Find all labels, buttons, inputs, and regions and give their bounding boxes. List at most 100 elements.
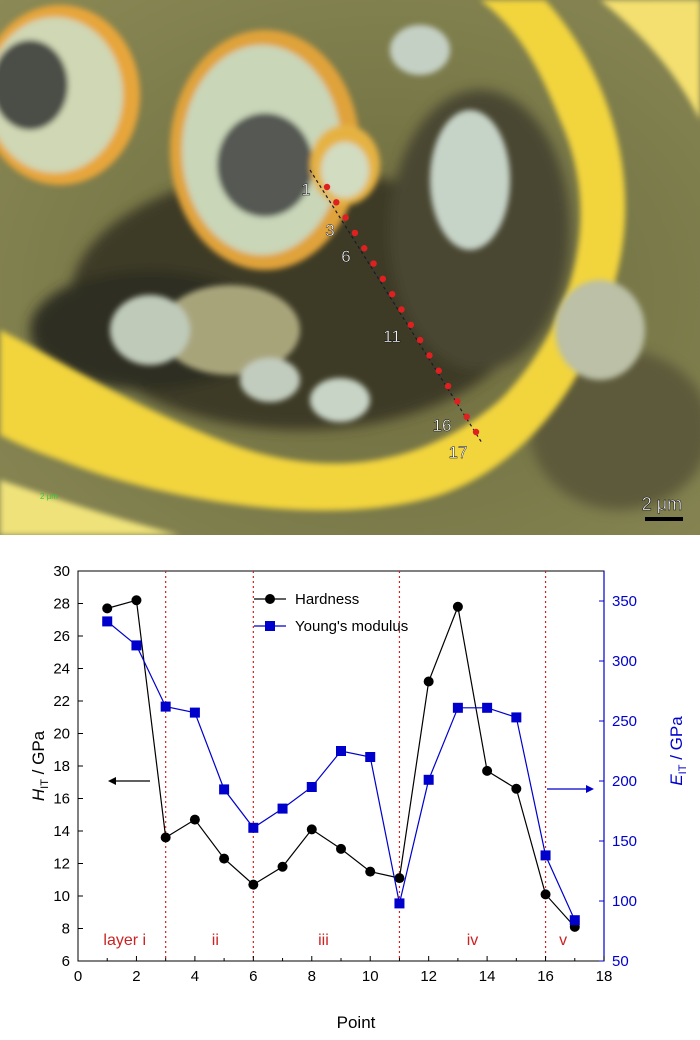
right-tick-label: 150: [612, 833, 637, 850]
left-axis-label-main: H: [29, 788, 48, 801]
hardness-point: [306, 824, 317, 835]
indent-label-6: 6: [341, 247, 350, 266]
right-axis-label: EIT / GPa: [667, 716, 689, 786]
scale-bar: [645, 517, 683, 521]
layer-label: v: [559, 932, 567, 949]
right-tick-label: 100: [612, 893, 637, 910]
right-arrow-head: [586, 785, 594, 793]
right-tick-label: 200: [612, 773, 637, 790]
modulus-point: [482, 702, 493, 713]
embedded-scale-text: 2 μm: [40, 492, 58, 501]
modulus-point: [336, 746, 346, 756]
indent-point: [398, 306, 405, 313]
left-tick-label: 16: [53, 791, 70, 808]
hardness-point: [336, 843, 346, 854]
modulus-point: [131, 640, 142, 651]
left-axis-label-sub: IT: [39, 779, 51, 789]
indent-point: [370, 260, 377, 267]
modulus-point: [160, 701, 171, 712]
indent-label-16: 16: [433, 416, 452, 435]
left-tick-label: 14: [53, 823, 70, 840]
x-tick-label: 0: [74, 968, 82, 985]
series-group: [102, 595, 580, 932]
x-tick-label: 16: [537, 968, 554, 985]
hardness-point: [248, 879, 259, 890]
indent-point: [388, 290, 396, 298]
modulus-point: [248, 822, 259, 833]
indent-point: [472, 428, 480, 436]
indent-point: [323, 183, 331, 191]
grains: [0, 5, 645, 422]
x-tick-label: 6: [249, 968, 257, 985]
indent-label-group: 1 3 6 11 16 17: [301, 180, 468, 462]
legend-modulus-marker: [265, 621, 275, 631]
indent-point: [454, 398, 461, 405]
layer-labels: layer i ii iii iv v: [103, 932, 567, 949]
indent-point: [407, 321, 415, 329]
left-tick-label: 24: [53, 661, 70, 678]
indent-point: [435, 367, 442, 374]
indent-label-3: 3: [325, 221, 334, 240]
indent-point: [351, 229, 359, 237]
indent-points: [323, 183, 480, 436]
hardness-point: [160, 832, 171, 843]
indent-point: [342, 214, 349, 221]
scale-bar-label: 2 μm: [642, 494, 682, 514]
modulus-point: [277, 803, 288, 814]
right-axis-ticks: 50 100 150 200 250 300 350: [599, 593, 637, 970]
indent-label-1: 1: [301, 180, 310, 199]
indent-point: [361, 245, 368, 252]
right-tick-label: 50: [612, 953, 629, 970]
indent-point: [426, 352, 433, 359]
left-tick-label: 28: [53, 596, 70, 613]
x-tick-label: 18: [596, 968, 613, 985]
outer-yellow-band: [0, 0, 700, 535]
left-tick-label: 8: [62, 921, 70, 938]
layer-label: ii: [212, 932, 219, 949]
left-axis-label-unit: / GPa: [29, 730, 48, 779]
modulus-point: [102, 616, 113, 627]
micrograph-image: 1 3 6 11 16 17 2 μm 2 μm: [0, 0, 700, 535]
x-tick-label: 4: [191, 968, 199, 985]
hardness-point: [511, 783, 522, 794]
hardness-point: [277, 861, 288, 872]
modulus-point: [365, 752, 376, 762]
layer-label: layer i: [103, 932, 146, 949]
modulus-point: [394, 898, 405, 909]
indent-point: [444, 382, 452, 390]
indent-label-11: 11: [383, 327, 401, 346]
indent-point: [333, 199, 340, 206]
modulus-point: [511, 712, 522, 723]
left-axis-label: HIT / GPa: [29, 730, 51, 801]
legend-hardness-marker: [265, 594, 275, 604]
x-axis-ticks: 0 2 4 6 8 10 12 14 16 18: [74, 956, 613, 985]
layer-label: iii: [318, 932, 329, 949]
legend-modulus-label: Young's modulus: [295, 618, 408, 635]
right-tick-label: 250: [612, 713, 637, 730]
left-arrow-head: [108, 777, 116, 785]
hardness-point: [189, 814, 200, 825]
micrograph-svg: 1 3 6 11 16 17 2 μm 2 μm: [0, 0, 700, 535]
modulus-point: [540, 850, 551, 861]
hardness-point: [102, 603, 113, 614]
chart-container: 0 2 4 6 8 10 12 14 16 18 6 8 10 12 14 16 18 20 22 24 26 28 30…: [0, 535, 700, 1035]
indent-point: [379, 275, 387, 283]
modulus-point: [189, 707, 200, 718]
layer-boundaries: [165, 571, 547, 961]
x-tick-label: 2: [132, 968, 140, 985]
left-axis-ticks: 6 8 10 12 14 16 18 20 22 24 26 28 30: [53, 563, 83, 970]
axis-arrows: [108, 777, 594, 793]
left-tick-label: 12: [53, 856, 70, 873]
modulus-point: [452, 702, 463, 713]
right-axis-label-sub: IT: [677, 764, 689, 774]
x-tick-label: 10: [362, 968, 379, 985]
indent-point: [416, 336, 424, 344]
left-tick-label: 20: [53, 726, 70, 743]
legend: Hardness Young's modulus: [254, 591, 408, 635]
left-tick-label: 22: [53, 693, 70, 710]
indent-label-17: 17: [449, 443, 468, 462]
hardness-point: [452, 601, 463, 612]
hardness-point: [423, 676, 434, 687]
modulus-point: [569, 915, 580, 926]
left-tick-label: 18: [53, 758, 70, 775]
